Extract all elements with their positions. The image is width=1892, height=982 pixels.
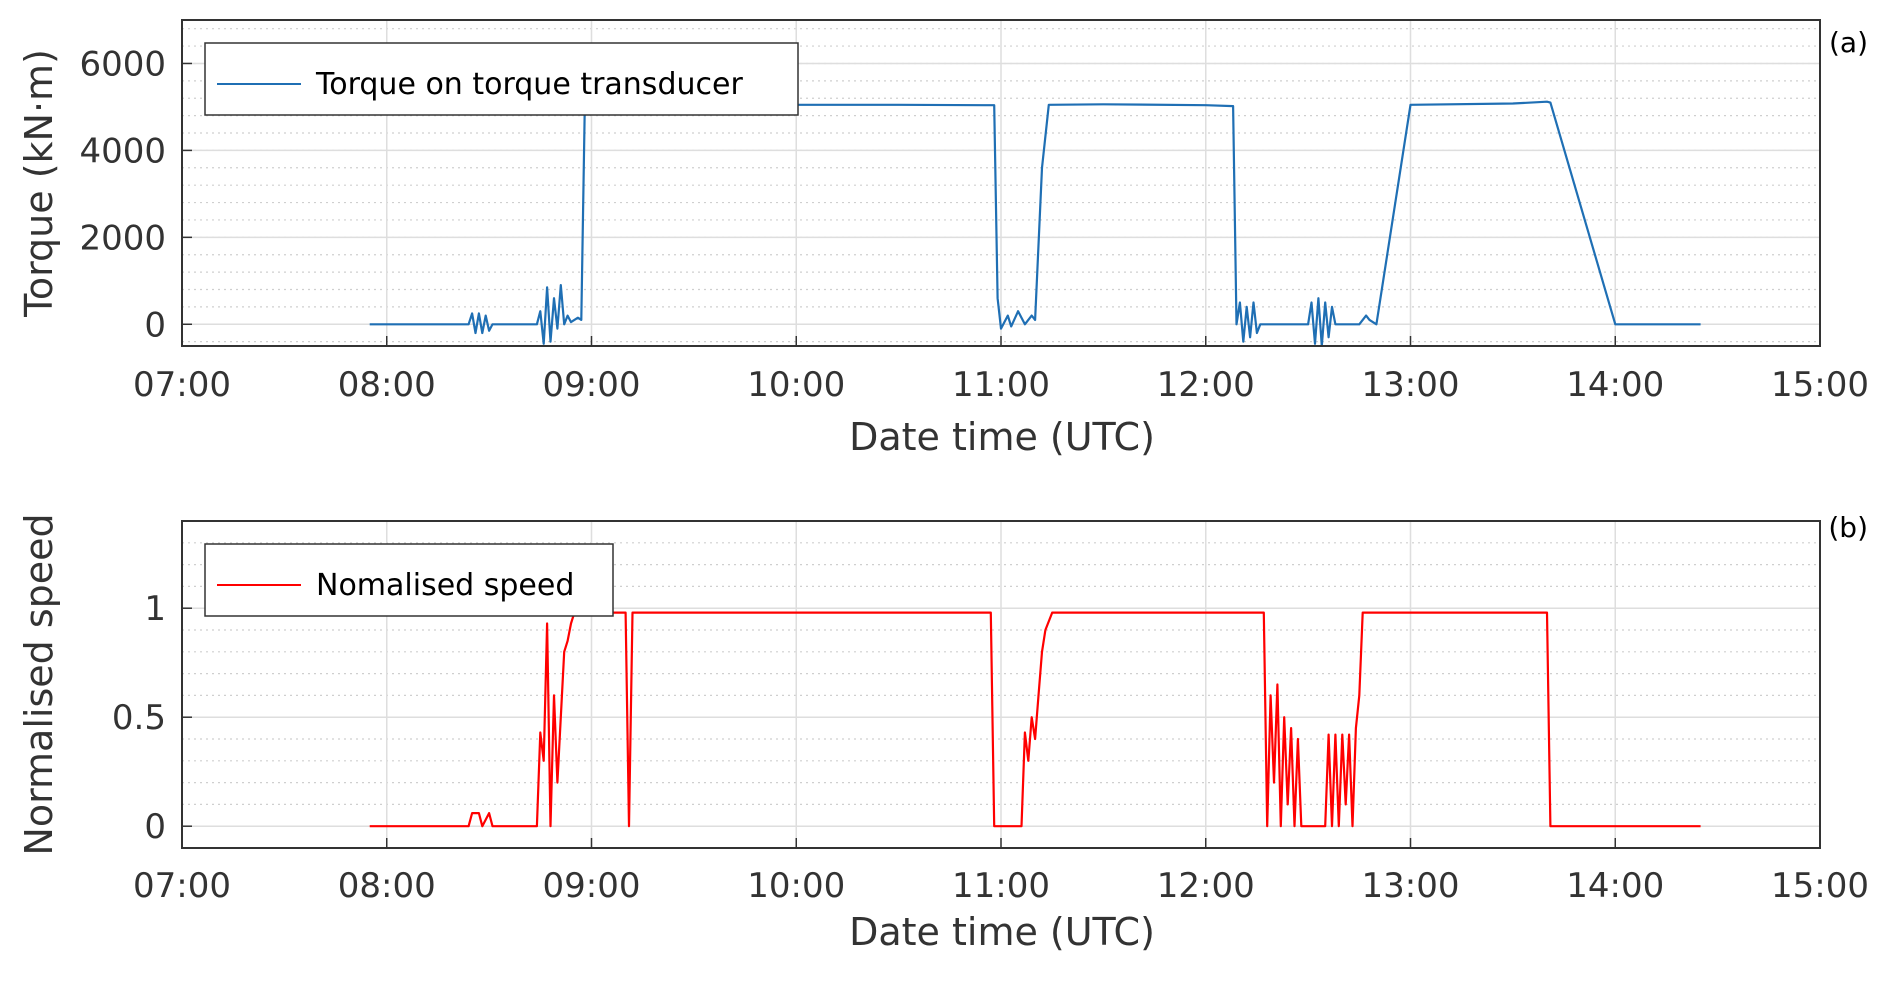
x-axis-label: Date time (UTC): [849, 910, 1155, 954]
x-tick-label: 11:00: [952, 365, 1050, 405]
y-tick-label: 0.5: [112, 698, 166, 738]
x-tick-label: 09:00: [543, 365, 641, 405]
panel-label: (a): [1829, 26, 1868, 59]
axes-box: [181, 520, 1821, 849]
axes-box: [181, 19, 1821, 347]
x-tick-label: 10:00: [747, 365, 845, 405]
y-tick-label: 6000: [79, 44, 166, 84]
x-tick-label: 15:00: [1771, 365, 1869, 405]
x-axis-label: Date time (UTC): [849, 415, 1155, 459]
y-tick-label: 0: [144, 305, 166, 345]
legend-box: [204, 543, 614, 617]
legend-label: Nomalised speed: [316, 568, 574, 603]
x-tick-label: 15:00: [1771, 866, 1869, 906]
legend-label: Torque on torque transducer: [315, 67, 743, 102]
x-tick-label: 08:00: [338, 365, 436, 405]
x-tick-label: 10:00: [747, 866, 845, 906]
y-tick-label: 1: [144, 589, 166, 629]
x-tick-label: 12:00: [1157, 866, 1255, 906]
panel-label: (b): [1828, 511, 1868, 544]
x-tick-label: 07:00: [133, 866, 231, 906]
chart-panel-a: 07:00 08:00 09:00 10:00 11:00 12:00 13:00 14:00…: [17, 19, 1869, 459]
x-tick-label: 07:00: [133, 365, 231, 405]
x-tick-label: 13:00: [1362, 866, 1460, 906]
series-line-speed: [369, 611, 1701, 828]
chart-panel-b: 07:00 08:00 09:00 10:00 11:00 12:00 13:00 14:00…: [17, 511, 1869, 954]
y-axis-label: Torque (kN·m): [17, 49, 61, 318]
x-tick-label: 13:00: [1362, 365, 1460, 405]
legend-box: [204, 42, 799, 116]
x-tick-label: 08:00: [338, 866, 436, 906]
y-tick-label: 0: [144, 807, 166, 847]
x-tick-label: 14:00: [1566, 866, 1664, 906]
x-tick-label: 11:00: [952, 866, 1050, 906]
x-tick-label: 09:00: [543, 866, 641, 906]
x-tick-label: 14:00: [1566, 365, 1664, 405]
series-line-torque: [369, 100, 1701, 346]
x-tick-label: 12:00: [1157, 365, 1255, 405]
y-tick-label: 2000: [79, 218, 166, 258]
y-tick-label: 4000: [79, 131, 166, 171]
y-axis-label: Normalised speed: [17, 513, 61, 855]
